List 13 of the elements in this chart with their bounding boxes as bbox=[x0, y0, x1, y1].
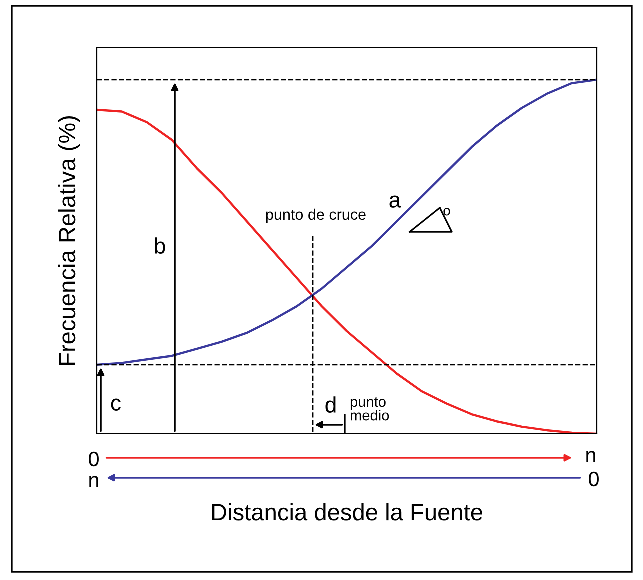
y-axis-title: Frecuencia Relativa (%) bbox=[58, 116, 80, 366]
text: 0 bbox=[589, 472, 599, 487]
text: n bbox=[90, 476, 98, 488]
annotation: a bbox=[390, 196, 402, 208]
text: n bbox=[586, 451, 596, 462]
x-axis-title: Distancia desde la Fuente bbox=[212, 503, 482, 521]
annotation: punto de cruce bbox=[266, 208, 366, 224]
annotation: b bbox=[155, 238, 166, 254]
annotation: punto medio bbox=[350, 398, 390, 421]
annotation: d bbox=[326, 396, 336, 413]
annotation: o bbox=[444, 208, 450, 216]
annotation: c bbox=[111, 398, 121, 411]
text: 0 bbox=[89, 452, 99, 467]
